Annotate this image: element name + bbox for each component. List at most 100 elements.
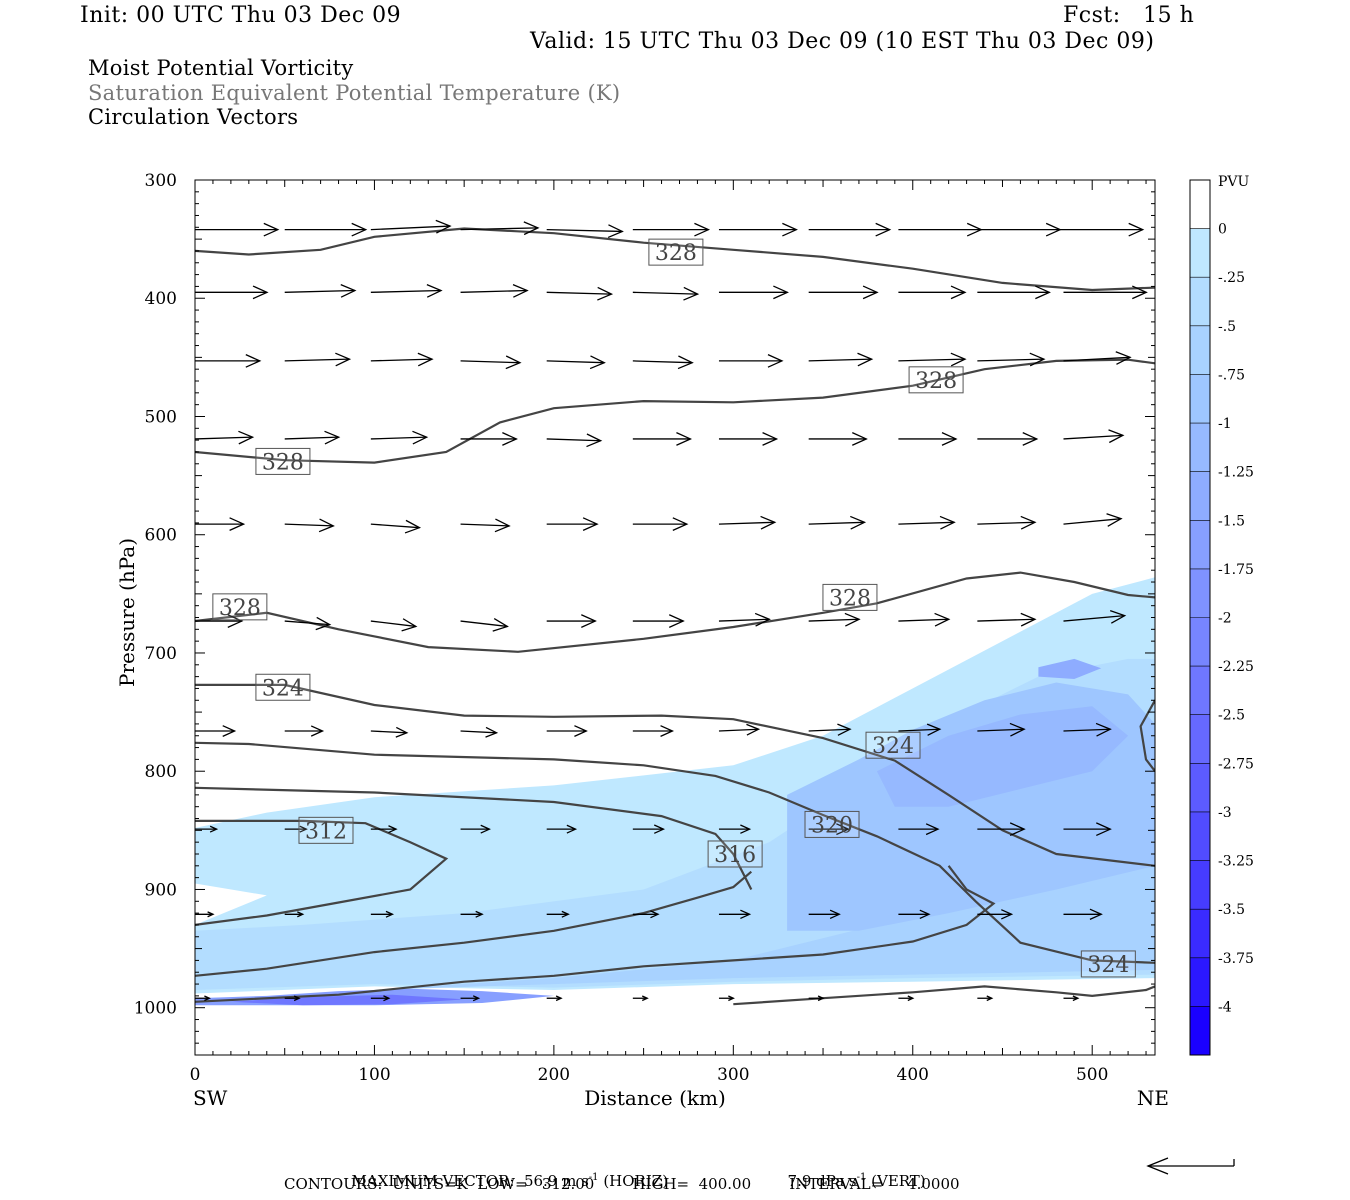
vector-head bbox=[676, 432, 693, 446]
footer-contours: CONTOURS: UNITS=K LOW= 312.00 HIGH= 400.… bbox=[284, 1175, 960, 1193]
colorbar-label: -3.75 bbox=[1218, 951, 1254, 967]
vector-head bbox=[653, 824, 666, 834]
x-tick-label: 500 bbox=[1076, 1065, 1108, 1085]
vector-head bbox=[245, 354, 262, 368]
vector-shaft bbox=[1063, 614, 1125, 622]
vector-head bbox=[1035, 285, 1051, 300]
vector-head bbox=[383, 995, 391, 1002]
vector-head bbox=[597, 286, 614, 301]
theta-contour-3 bbox=[195, 683, 1155, 867]
vector-head bbox=[660, 725, 675, 737]
contour-label-box bbox=[822, 583, 878, 611]
theta-contour-0 bbox=[195, 227, 1155, 292]
vector-head bbox=[1020, 515, 1037, 530]
vector-head bbox=[760, 515, 777, 530]
vector-shaft bbox=[546, 438, 601, 442]
vector-head bbox=[875, 222, 892, 237]
vector-shaft bbox=[460, 227, 538, 231]
contour-label-box bbox=[212, 593, 268, 621]
y-tick-label: 600 bbox=[145, 526, 177, 546]
vector-shaft bbox=[284, 620, 330, 626]
contour-label-box bbox=[804, 810, 860, 838]
vector-head bbox=[485, 726, 499, 738]
vector-head bbox=[1108, 429, 1125, 444]
vector-head bbox=[950, 352, 967, 367]
contour-label-box bbox=[1080, 950, 1136, 978]
colorbar-label: -1.75 bbox=[1218, 562, 1254, 578]
colorbar-swatch bbox=[1190, 860, 1210, 910]
colorbar-label: -1.25 bbox=[1218, 465, 1254, 481]
y-tick-label: 700 bbox=[145, 644, 177, 664]
vector-shaft bbox=[284, 436, 339, 440]
y-tick-label: 300 bbox=[145, 171, 177, 191]
vector-head bbox=[950, 285, 967, 300]
colorbar-swatch bbox=[1190, 1006, 1210, 1056]
vector-head bbox=[238, 430, 255, 445]
vector-head bbox=[677, 355, 694, 370]
colorbar-swatch bbox=[1190, 666, 1210, 716]
y-tick-label: 900 bbox=[145, 880, 177, 900]
vector-head bbox=[435, 219, 452, 234]
vector-head bbox=[209, 825, 219, 833]
vector-head bbox=[837, 723, 852, 736]
y-tick-label: 1000 bbox=[134, 999, 177, 1019]
vector-head bbox=[746, 723, 761, 736]
colorbar-label: -.75 bbox=[1218, 367, 1245, 383]
vector-shaft bbox=[1063, 518, 1122, 525]
theta-contour-6 bbox=[195, 819, 449, 926]
footer-max-vector: MAXIMUM VECTOR: 56.9 m s-1 (HORIZ) bbox=[342, 1158, 669, 1190]
vector-head bbox=[934, 612, 951, 627]
vector-shaft bbox=[1063, 356, 1131, 362]
vector-head bbox=[1001, 909, 1014, 920]
x-axis-right-end: NE bbox=[1137, 1086, 1169, 1110]
colorbar-label: -.25 bbox=[1218, 270, 1245, 286]
colorbar-label: -2.5 bbox=[1218, 708, 1245, 724]
vector-head bbox=[492, 618, 509, 632]
colorbar-swatch bbox=[1190, 520, 1210, 570]
vector-head bbox=[505, 355, 522, 370]
vector-head bbox=[740, 909, 752, 920]
vector-head bbox=[607, 224, 624, 239]
contour-label-box bbox=[648, 238, 704, 266]
colorbar-swatch bbox=[1190, 471, 1210, 521]
vector-shaft bbox=[195, 436, 253, 440]
colorbar-swatch bbox=[1190, 423, 1210, 473]
vector-shaft bbox=[370, 730, 407, 734]
vector-head bbox=[650, 910, 660, 919]
vector-head bbox=[641, 995, 649, 1002]
y-tick-label: 800 bbox=[145, 762, 177, 782]
vector-head bbox=[335, 352, 352, 367]
vector-head bbox=[1096, 822, 1112, 837]
vector-head bbox=[694, 222, 711, 237]
tick-marks bbox=[194, 179, 1155, 1056]
init-time: Init: 00 UTC Thu 03 Dec 09 bbox=[80, 3, 402, 28]
contour-label: 328 bbox=[915, 369, 957, 394]
max-vector-label: MAXIMUM VECTOR: bbox=[351, 1172, 515, 1190]
y-tick-label: 400 bbox=[145, 289, 177, 309]
vector-head bbox=[728, 995, 735, 1002]
vector-head bbox=[925, 823, 940, 836]
vector-head bbox=[395, 726, 409, 738]
colorbar-swatch bbox=[1190, 714, 1210, 764]
vector-shaft bbox=[460, 620, 508, 628]
vector-shaft bbox=[718, 521, 775, 525]
vector-head bbox=[385, 910, 395, 918]
vector-head bbox=[1115, 351, 1132, 365]
vector-head bbox=[1128, 222, 1145, 237]
valid-time: Valid: 15 UTC Thu 03 Dec 09 (10 EST Thu … bbox=[530, 29, 1155, 54]
vector-head bbox=[586, 433, 603, 448]
vector-head bbox=[502, 432, 518, 446]
vector-head bbox=[1072, 995, 1080, 1002]
vector-head bbox=[555, 995, 563, 1002]
vector-head bbox=[1029, 352, 1046, 367]
x-tick-label: 400 bbox=[897, 1065, 929, 1085]
vector-head bbox=[318, 518, 335, 533]
max-vector-horiz-exp: -1 bbox=[588, 1172, 599, 1183]
y-axis-label: Pressure (hPa) bbox=[115, 538, 139, 687]
vector-shaft bbox=[546, 291, 612, 295]
vector-head bbox=[1022, 432, 1039, 446]
vector-head bbox=[252, 285, 269, 300]
theta-contour-7 bbox=[195, 870, 753, 977]
vector-head bbox=[204, 995, 211, 1002]
